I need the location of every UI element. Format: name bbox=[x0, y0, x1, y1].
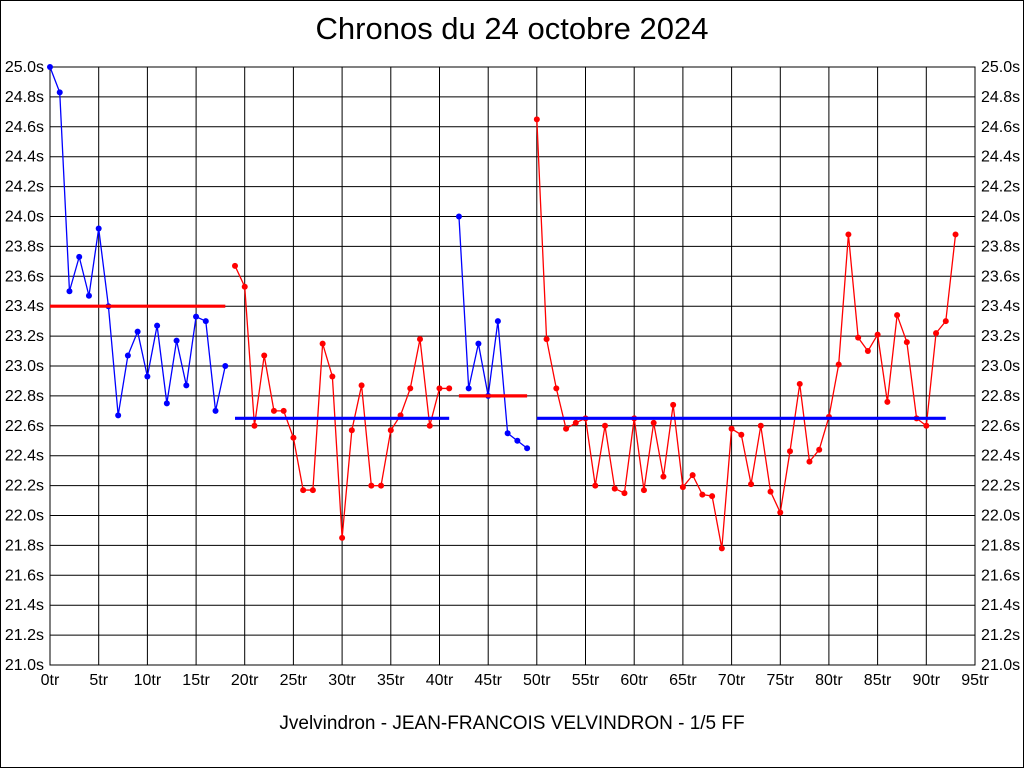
svg-text:23.8s: 23.8s bbox=[5, 238, 44, 255]
svg-text:24.6s: 24.6s bbox=[5, 119, 44, 136]
svg-text:23.4s: 23.4s bbox=[981, 298, 1020, 315]
svg-text:22.0s: 22.0s bbox=[5, 508, 44, 525]
svg-text:55tr: 55tr bbox=[572, 672, 600, 689]
svg-text:24.2s: 24.2s bbox=[981, 179, 1020, 196]
svg-text:22.6s: 22.6s bbox=[5, 418, 44, 435]
svg-text:24.0s: 24.0s bbox=[5, 209, 44, 226]
svg-text:22.4s: 22.4s bbox=[5, 448, 44, 465]
svg-text:25.0s: 25.0s bbox=[981, 59, 1020, 76]
svg-text:45tr: 45tr bbox=[474, 672, 502, 689]
svg-text:40tr: 40tr bbox=[426, 672, 454, 689]
svg-text:75tr: 75tr bbox=[767, 672, 795, 689]
svg-text:24.4s: 24.4s bbox=[981, 149, 1020, 166]
svg-text:50tr: 50tr bbox=[523, 672, 551, 689]
svg-text:21.0s: 21.0s bbox=[5, 657, 44, 674]
svg-text:35tr: 35tr bbox=[377, 672, 405, 689]
svg-text:24.6s: 24.6s bbox=[981, 119, 1020, 136]
svg-text:24.8s: 24.8s bbox=[5, 89, 44, 106]
svg-text:65tr: 65tr bbox=[669, 672, 697, 689]
svg-text:21.4s: 21.4s bbox=[981, 597, 1020, 614]
svg-text:25tr: 25tr bbox=[280, 672, 308, 689]
svg-text:24.0s: 24.0s bbox=[981, 209, 1020, 226]
svg-text:22.8s: 22.8s bbox=[981, 388, 1020, 405]
svg-text:24.2s: 24.2s bbox=[5, 179, 44, 196]
svg-text:95tr: 95tr bbox=[961, 672, 989, 689]
svg-text:60tr: 60tr bbox=[620, 672, 648, 689]
svg-text:85tr: 85tr bbox=[864, 672, 892, 689]
svg-text:30tr: 30tr bbox=[328, 672, 356, 689]
svg-text:21.4s: 21.4s bbox=[5, 597, 44, 614]
svg-text:22.0s: 22.0s bbox=[981, 508, 1020, 525]
svg-text:21.2s: 21.2s bbox=[5, 627, 44, 644]
svg-text:20tr: 20tr bbox=[231, 672, 259, 689]
svg-text:10tr: 10tr bbox=[134, 672, 162, 689]
svg-text:5tr: 5tr bbox=[89, 672, 108, 689]
svg-text:15tr: 15tr bbox=[182, 672, 210, 689]
svg-text:23.4s: 23.4s bbox=[5, 298, 44, 315]
svg-text:24.4s: 24.4s bbox=[5, 149, 44, 166]
svg-text:22.6s: 22.6s bbox=[981, 418, 1020, 435]
svg-text:23.0s: 23.0s bbox=[981, 358, 1020, 375]
svg-text:0tr: 0tr bbox=[41, 672, 60, 689]
svg-text:21.8s: 21.8s bbox=[981, 537, 1020, 554]
svg-text:21.8s: 21.8s bbox=[5, 537, 44, 554]
svg-text:21.6s: 21.6s bbox=[981, 567, 1020, 584]
svg-text:23.6s: 23.6s bbox=[5, 268, 44, 285]
svg-text:22.8s: 22.8s bbox=[5, 388, 44, 405]
svg-text:22.4s: 22.4s bbox=[981, 448, 1020, 465]
svg-text:21.6s: 21.6s bbox=[5, 567, 44, 584]
svg-text:23.2s: 23.2s bbox=[981, 328, 1020, 345]
svg-text:21.2s: 21.2s bbox=[981, 627, 1020, 644]
svg-text:90tr: 90tr bbox=[913, 672, 941, 689]
svg-text:70tr: 70tr bbox=[718, 672, 746, 689]
svg-text:25.0s: 25.0s bbox=[5, 59, 44, 76]
svg-text:23.6s: 23.6s bbox=[981, 268, 1020, 285]
svg-text:23.0s: 23.0s bbox=[5, 358, 44, 375]
svg-text:22.2s: 22.2s bbox=[5, 478, 44, 495]
svg-text:23.2s: 23.2s bbox=[5, 328, 44, 345]
svg-text:22.2s: 22.2s bbox=[981, 478, 1020, 495]
svg-text:23.8s: 23.8s bbox=[981, 238, 1020, 255]
svg-text:80tr: 80tr bbox=[815, 672, 843, 689]
svg-text:24.8s: 24.8s bbox=[981, 89, 1020, 106]
